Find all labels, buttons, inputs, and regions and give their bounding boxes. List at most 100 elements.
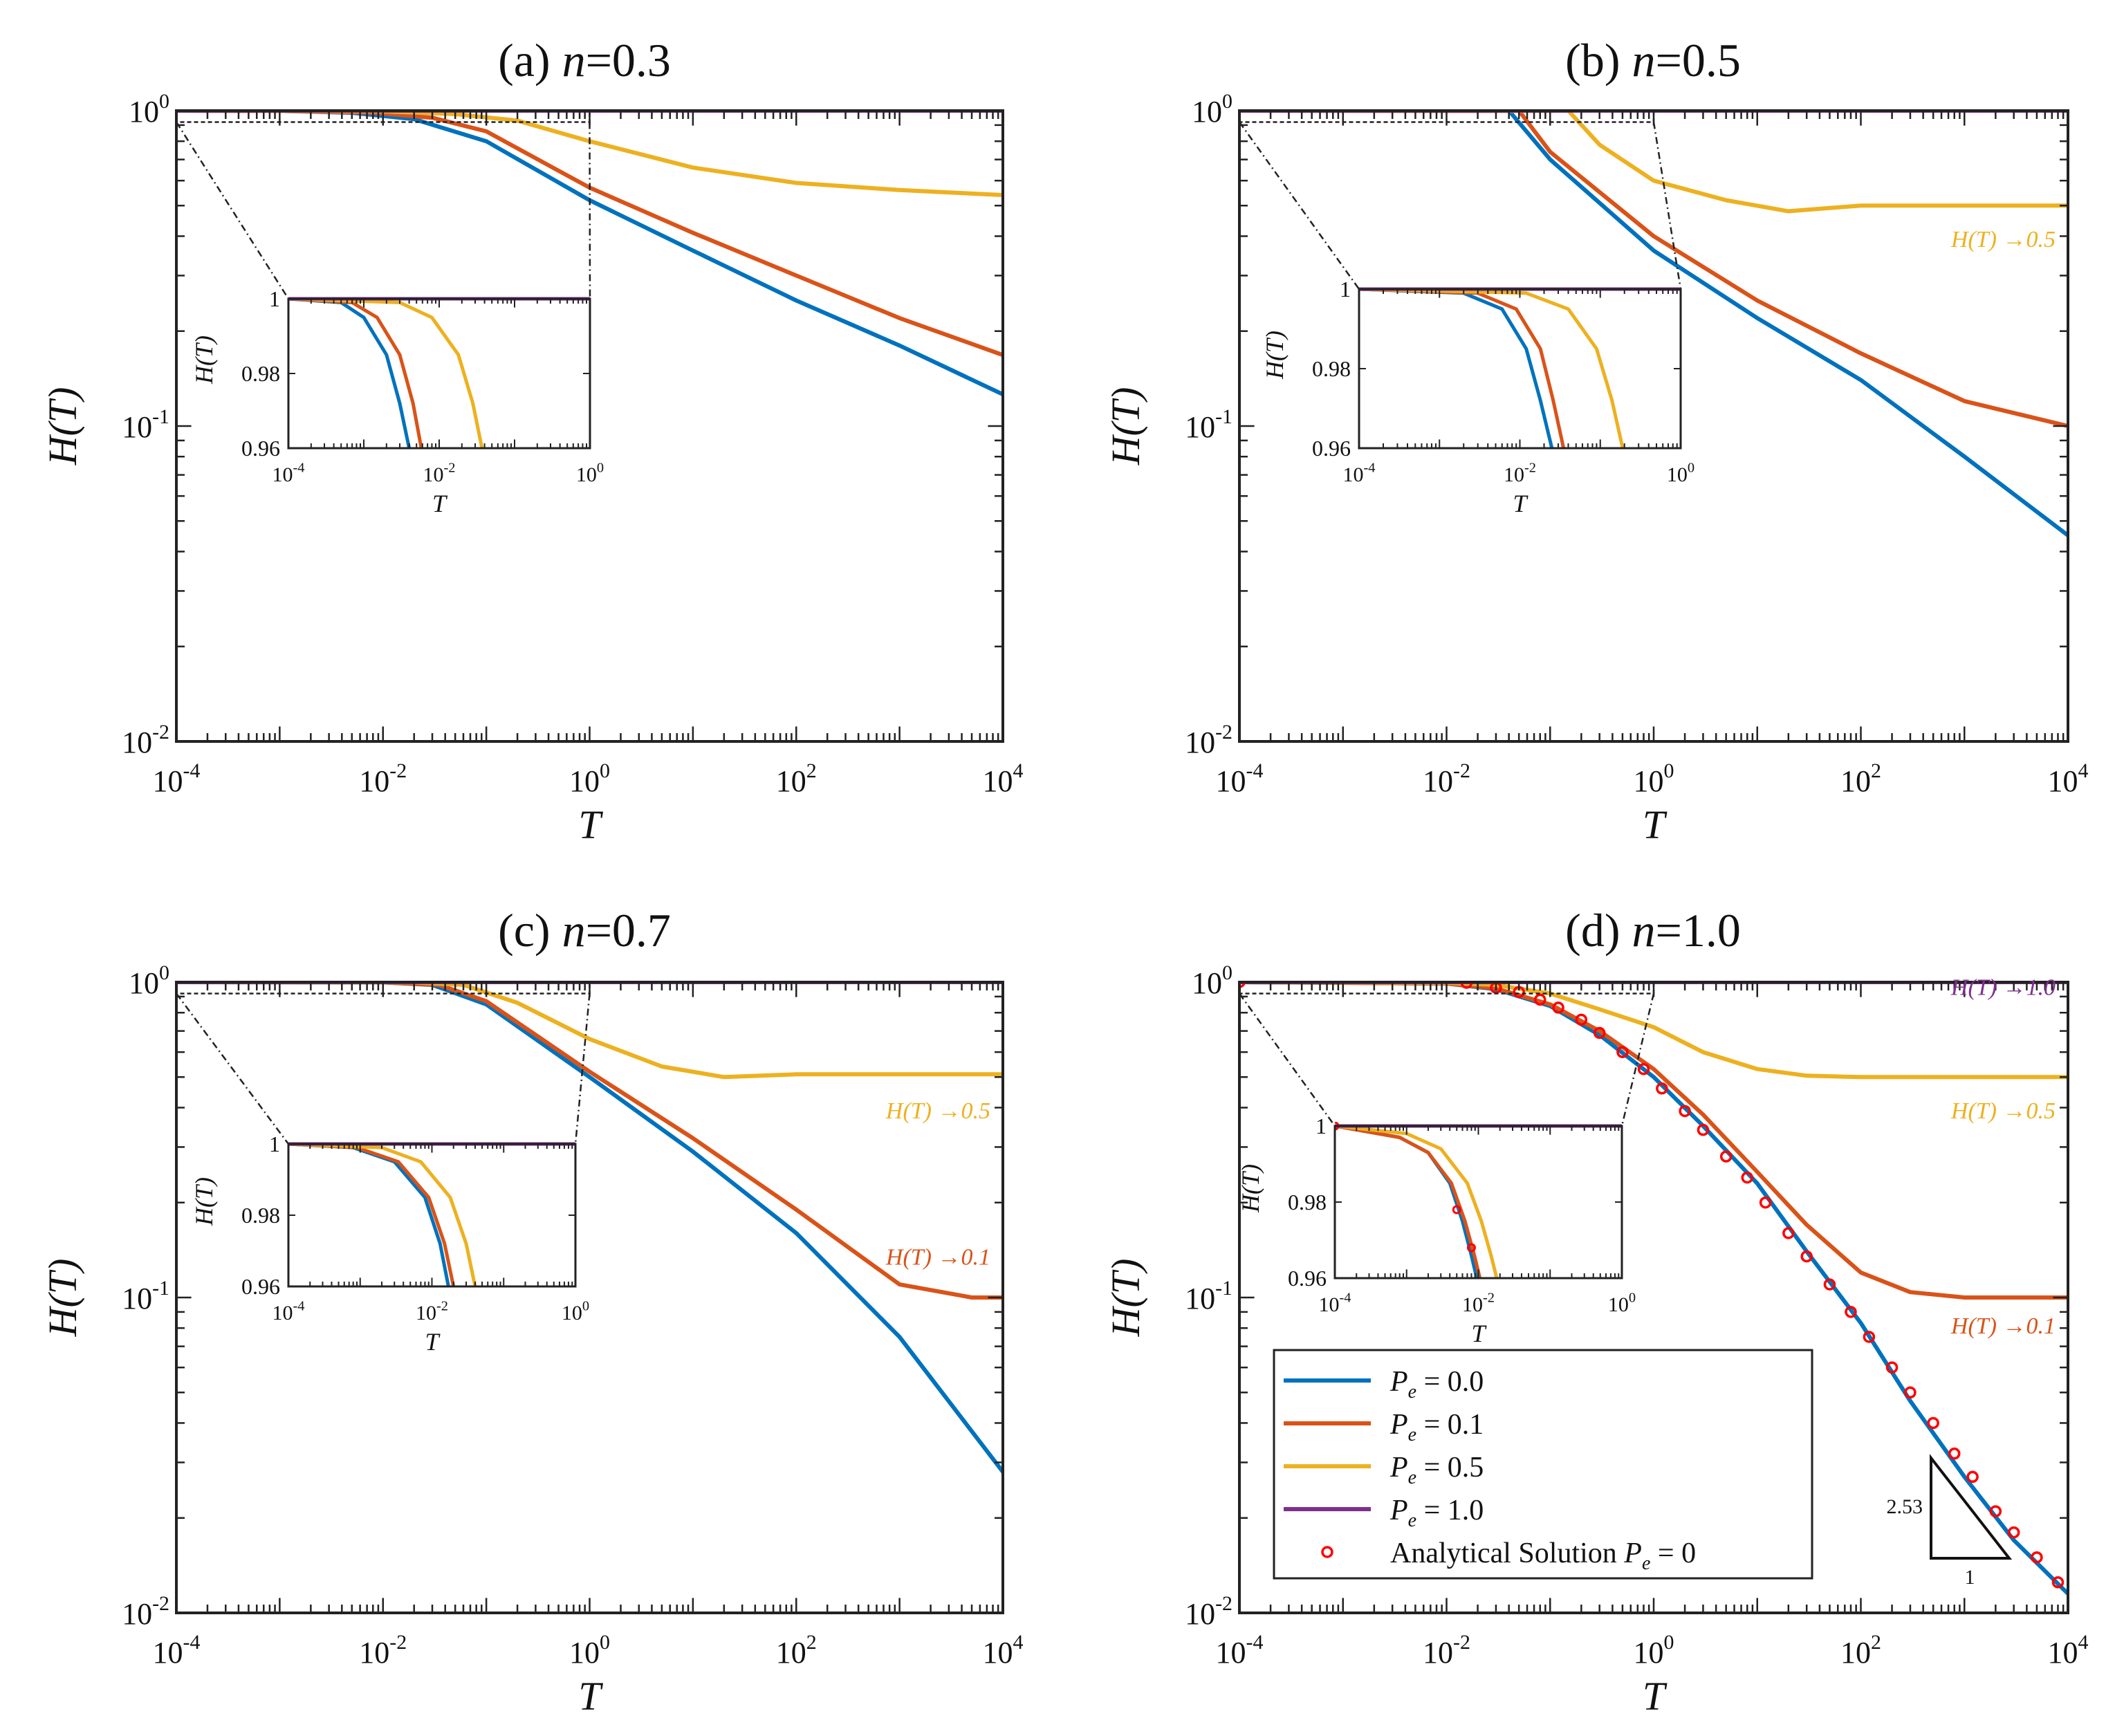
inset-y-tick-label: 0.96 [241, 436, 280, 461]
y-tick-label-base: 10 [1185, 1597, 1215, 1631]
y-tick-label: 100 [1192, 90, 1232, 129]
y-tick-label: 10-2 [1185, 1592, 1232, 1631]
panel-d: (d) n=1.010-4 10-2 100 102 10410-210-1100TH(… [1103, 904, 2089, 1719]
legend-label: Pe = 0.0 [1389, 1366, 1484, 1403]
y-tick-label-base: 10 [122, 410, 152, 444]
title-prefix: (c) [498, 904, 562, 957]
legend-value: = 1.0 [1416, 1495, 1484, 1526]
title-prefix: (b) [1565, 34, 1632, 86]
legend-entry: Analytical Solution Pe = 0 [1321, 1538, 1696, 1574]
title-var: n [562, 34, 586, 86]
inset-background [288, 299, 590, 448]
analytical-marker [1927, 1416, 1939, 1430]
panel-title: (c) n=0.7 [498, 904, 671, 957]
panel-title: (a) n=0.3 [498, 34, 671, 86]
x-tick-label: 102 [776, 759, 817, 798]
limit-annotation: H(T) →0.5 [1950, 1098, 2056, 1124]
inset-y-tick-label: 0.96 [1312, 436, 1351, 461]
inset-x-tick-label-base: 10 [1608, 1293, 1629, 1316]
inset-x-tick-label-exp: 0 [1688, 461, 1694, 476]
analytical-marker [1593, 1026, 1606, 1040]
x-tick-label: 10-2 [359, 1631, 407, 1670]
analytical-marker [1719, 1150, 1733, 1163]
zoom-connector-right [574, 993, 591, 1145]
inset-x-tick-label: 10-4 [273, 461, 305, 487]
zoom-connector-right [1652, 122, 1682, 290]
y-axis-label: H(T) [1103, 387, 1148, 466]
x-tick-label-base: 10 [1840, 1636, 1871, 1670]
analytical-marker [1989, 1505, 2002, 1517]
analytical-marker [2007, 1526, 2020, 1539]
x-tick-label-base: 10 [2048, 764, 2078, 798]
legend: Pe = 0.0Pe = 0.1Pe = 0.5Pe = 1.0Analytic… [1273, 1349, 1813, 1580]
inset-y-tick-label: 0.98 [1312, 356, 1351, 381]
x-tick-label-base: 10 [153, 764, 183, 798]
inset-x-tick-label-base: 10 [423, 463, 444, 486]
legend-entry: Pe = 0.1 [1284, 1409, 1484, 1446]
limit-annotation: H(T) →0.1 [1950, 1313, 2056, 1339]
x-tick-label: 104 [2048, 1631, 2089, 1670]
inset-y-tick-label: 0.96 [1288, 1266, 1327, 1291]
inset-x-tick-label: 10-2 [423, 461, 456, 487]
x-tick-label: 10-2 [1423, 1631, 1470, 1670]
y-tick-label-exp: -1 [1215, 1277, 1232, 1300]
inset-y-tick-label: 1 [1315, 1114, 1327, 1138]
analytical-marker [1782, 1227, 1795, 1239]
y-tick-label: 10-1 [1185, 405, 1232, 444]
title-value: =0.5 [1655, 34, 1740, 86]
x-tick-label: 100 [1634, 1631, 1674, 1670]
inset-x-tick-label-exp: -4 [293, 461, 305, 476]
x-axis-label: T [578, 1674, 603, 1719]
inset-y-tick-label: 0.96 [241, 1274, 280, 1299]
title-var: n [1632, 904, 1655, 957]
inset-analytical-marker [1452, 1205, 1461, 1215]
inset-x-tick-label: 10-4 [273, 1299, 305, 1325]
zoom-connector-right [589, 122, 591, 299]
analytical-marker [1533, 993, 1546, 1006]
y-tick-label-exp: -2 [1215, 721, 1232, 744]
y-tick-label: 10-2 [122, 721, 169, 759]
slope-rise-label: 2.53 [1887, 1495, 1923, 1518]
x-tick-label-exp: 4 [2078, 1631, 2089, 1654]
inset-x-tick-label-base: 10 [1462, 1293, 1483, 1316]
inset-x-tick-label-base: 10 [1667, 463, 1688, 486]
x-tick-label: 104 [983, 1631, 1024, 1670]
y-axis-label: H(T) [40, 387, 85, 466]
x-tick-label-base: 10 [1216, 1636, 1246, 1670]
inset-x-tick-label-exp: 0 [582, 1299, 589, 1314]
y-tick-label: 100 [129, 90, 169, 129]
analytical-marker [1845, 1306, 1857, 1318]
x-tick-label: 102 [1840, 759, 1881, 798]
x-tick-label-base: 10 [2048, 1636, 2078, 1670]
y-tick-label: 10-1 [1185, 1277, 1232, 1315]
inset-x-tick-label-base: 10 [562, 1302, 582, 1324]
analytical-marker [1800, 1250, 1813, 1263]
legend-label: Pe = 1.0 [1389, 1495, 1484, 1531]
analytical-marker [1552, 1001, 1564, 1014]
legend-marker [1321, 1546, 1333, 1558]
legend-subscript: e [1408, 1467, 1416, 1488]
title-var: n [1632, 34, 1655, 86]
inset-series-line [1335, 1124, 1482, 1278]
x-tick-label-exp: 0 [1664, 1631, 1674, 1654]
zoom-connector-left [175, 121, 290, 299]
x-tick-label-exp: -4 [183, 1631, 201, 1654]
inset-x-tick-label: 10-2 [1462, 1291, 1495, 1317]
legend-value: = 0 [1650, 1538, 1696, 1569]
inset-y-tick-label: 0.98 [1288, 1190, 1327, 1215]
y-tick-label-base: 10 [129, 95, 159, 129]
zoom-connector-left [1238, 992, 1336, 1127]
x-tick-label-exp: -2 [1453, 759, 1470, 782]
x-tick-label-base: 10 [1840, 764, 1871, 798]
analytical-marker [1966, 1470, 1979, 1484]
y-tick-label-exp: 0 [159, 961, 169, 984]
legend-entry: Pe = 1.0 [1284, 1495, 1484, 1531]
legend-symbol: P [1623, 1538, 1642, 1569]
inset-x-tick-label-base: 10 [273, 1302, 293, 1324]
legend-label: Pe = 0.1 [1389, 1409, 1484, 1446]
inset-x-tick-label-exp: -2 [436, 1299, 448, 1314]
y-tick-label-base: 10 [1192, 966, 1222, 1000]
